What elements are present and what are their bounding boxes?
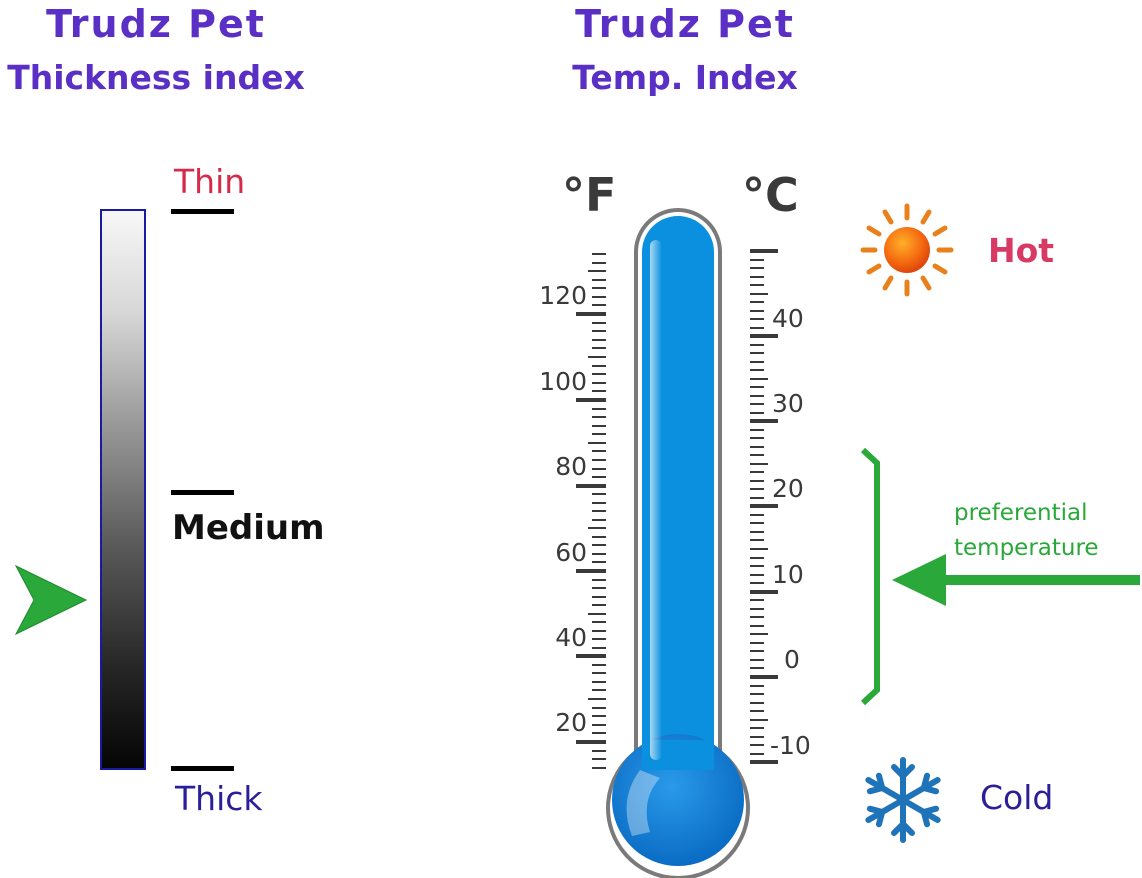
preferential-label-line2: temperature (954, 535, 1099, 561)
thin-tick (171, 209, 234, 214)
celsius-label-10: 10 (772, 560, 804, 589)
fahrenheit-label-40: 40 (555, 623, 587, 652)
fahrenheit-scale-ticks (576, 253, 606, 769)
fahrenheit-unit-label: °F (562, 168, 617, 222)
fahrenheit-label-100: 100 (539, 367, 587, 396)
medium-label: Medium (172, 508, 325, 548)
thickness-index-title: Thickness index (7, 58, 305, 97)
thickness-brand-title: Trudz Pet (46, 2, 266, 46)
thick-tick (171, 766, 234, 771)
sun-icon (860, 203, 954, 297)
thermometer-graphic (576, 208, 778, 878)
celsius-unit-label: °C (742, 168, 799, 222)
thick-label: Thick (175, 779, 263, 818)
preferential-label-line1: preferential (954, 500, 1088, 526)
fahrenheit-label-60: 60 (555, 538, 587, 567)
celsius-label-0: 0 (784, 645, 800, 674)
temp-index-title: Temp. Index (572, 58, 798, 97)
celsius-label-20: 20 (772, 474, 804, 503)
celsius-label-neg10: -10 (770, 731, 811, 760)
preferential-range-bracket (860, 447, 880, 706)
thin-label: Thin (174, 162, 246, 201)
medium-tick (171, 490, 234, 495)
fahrenheit-label-80: 80 (555, 452, 587, 481)
fahrenheit-label-20: 20 (555, 708, 587, 737)
thickness-gradient-bar (100, 209, 146, 770)
celsius-label-40: 40 (772, 304, 804, 333)
indicator-arrow-icon (14, 564, 88, 636)
fahrenheit-label-120: 120 (539, 281, 587, 310)
hot-label: Hot (988, 231, 1055, 270)
celsius-label-30: 30 (772, 389, 804, 418)
preferential-arrow-icon (892, 554, 1140, 606)
cold-label: Cold (980, 778, 1054, 817)
snowflake-icon (865, 757, 941, 843)
temp-brand-title: Trudz Pet (575, 2, 795, 46)
celsius-scale-ticks (750, 249, 778, 764)
